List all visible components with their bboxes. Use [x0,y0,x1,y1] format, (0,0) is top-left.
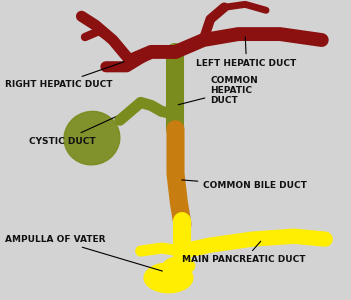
Text: MAIN PANCREATIC DUCT: MAIN PANCREATIC DUCT [183,241,306,265]
Text: AMPULLA OF VATER: AMPULLA OF VATER [5,235,163,271]
Text: CYSTIC DUCT: CYSTIC DUCT [29,106,138,146]
Ellipse shape [144,263,193,293]
Ellipse shape [163,257,195,275]
Text: COMMON
HEPATIC
DUCT: COMMON HEPATIC DUCT [178,76,258,106]
Text: LEFT HEPATIC DUCT: LEFT HEPATIC DUCT [197,37,297,68]
Text: RIGHT HEPATIC DUCT: RIGHT HEPATIC DUCT [5,62,124,89]
Text: COMMON BILE DUCT: COMMON BILE DUCT [182,180,307,190]
Ellipse shape [64,111,120,165]
